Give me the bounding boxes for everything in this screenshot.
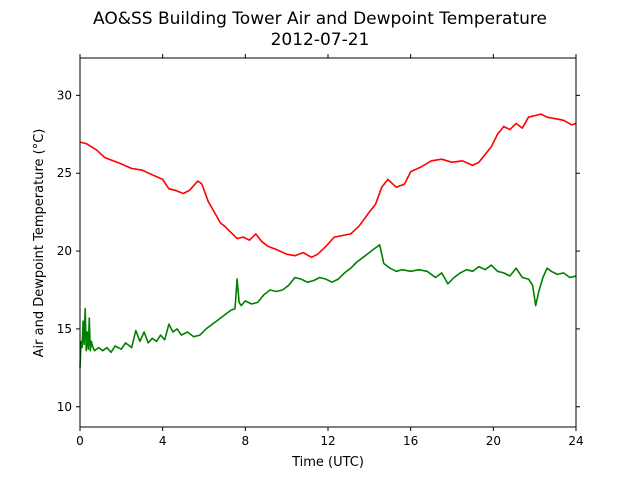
y-tick-label: 20 [57, 244, 72, 258]
chart-subtitle: 2012-07-21 [271, 30, 370, 50]
series-line-2 [79, 244, 577, 368]
x-tick-label: 24 [568, 434, 583, 448]
x-tick-label: 4 [159, 434, 167, 448]
y-tick-label: 30 [57, 88, 72, 102]
x-tick-label: 20 [486, 434, 501, 448]
x-tick-label: 16 [403, 434, 418, 448]
y-axis-label: Air and Dewpoint Temperature (°C) [32, 129, 47, 358]
x-tick-label: 12 [320, 434, 335, 448]
x-tick-label: 8 [242, 434, 250, 448]
x-tick-label: 0 [76, 434, 84, 448]
ticks-layer: 0 4 8 12 16 20 24 10 15 20 25 30 [57, 54, 584, 448]
x-axis-label: Time (UTC) [291, 455, 364, 470]
series-layer [79, 113, 577, 368]
y-tick-label: 10 [57, 400, 72, 414]
plot-frame [79, 57, 577, 428]
y-tick-label: 15 [57, 322, 72, 336]
y-tick-label: 25 [57, 166, 72, 180]
series-line-1 [79, 113, 577, 259]
chart-title: AO&SS Building Tower Air and Dewpoint Te… [93, 9, 547, 29]
